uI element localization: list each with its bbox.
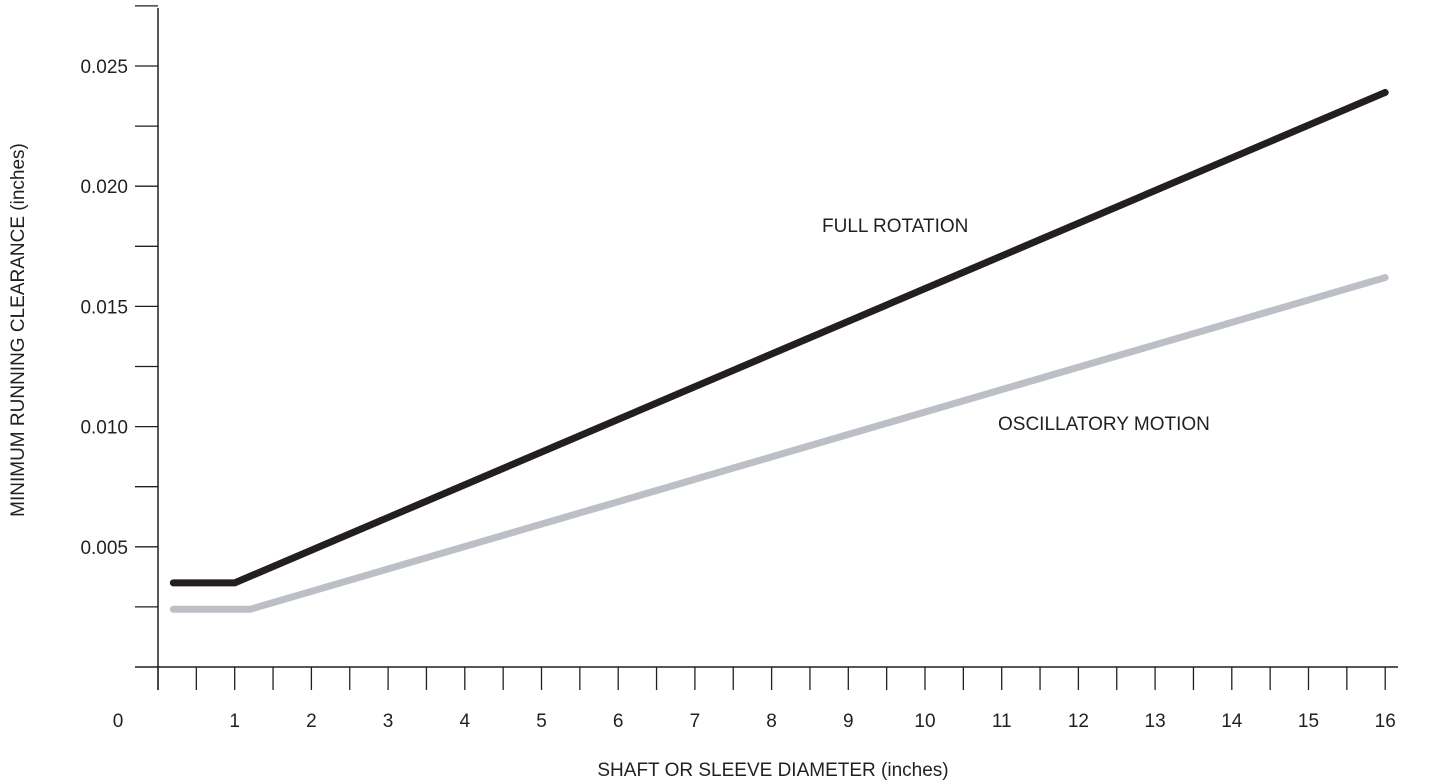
y-tick-labels: 0.005 0.010 0.015 0.020 0.025 [80, 57, 128, 559]
x-tick-label: 8 [766, 711, 777, 732]
y-tick-label: 0.025 [80, 57, 128, 78]
x-tick-label: 5 [536, 711, 547, 732]
x-tick-label: 1 [229, 711, 240, 732]
x-tick-label: 10 [914, 711, 935, 732]
x-tick-label: 14 [1221, 711, 1243, 732]
x-tick-label: 2 [306, 711, 317, 732]
x-tick-labels: 0 1 2 3 4 5 6 7 8 9 10 11 12 13 14 15 16 [113, 711, 1396, 732]
x-tick-label: 16 [1375, 711, 1396, 732]
series-line-full-rotation [169, 88, 1389, 587]
x-tick-label: 15 [1298, 711, 1319, 732]
axis-ticks [135, 5, 1386, 690]
x-tick-label: 11 [992, 711, 1012, 732]
y-tick-label: 0.005 [80, 538, 128, 559]
y-axis-title: MINIMUM RUNNING CLEARANCE (inches) [8, 143, 29, 517]
x-tick-label: 7 [690, 711, 701, 732]
y-tick-label: 0.010 [80, 418, 128, 439]
series-lines [169, 88, 1389, 613]
x-tick-label: 13 [1145, 711, 1166, 732]
x-axis-title: SHAFT OR SLEEVE DIAMETER (inches) [597, 760, 948, 781]
series-label-oscillatory-motion: OSCILLATORY MOTION [998, 414, 1210, 435]
series-line-oscillatory-motion [169, 274, 1389, 613]
x-tick-label: 4 [460, 711, 471, 732]
y-tick-label: 0.015 [80, 297, 128, 318]
x-tick-label: 12 [1068, 711, 1089, 732]
x-tick-label: 3 [383, 711, 394, 732]
series-label-full-rotation: FULL ROTATION [822, 216, 968, 237]
x-tick-label: 0 [113, 711, 124, 732]
x-tick-label: 9 [843, 711, 854, 732]
y-tick-label: 0.020 [80, 177, 128, 198]
x-tick-label: 6 [613, 711, 624, 732]
